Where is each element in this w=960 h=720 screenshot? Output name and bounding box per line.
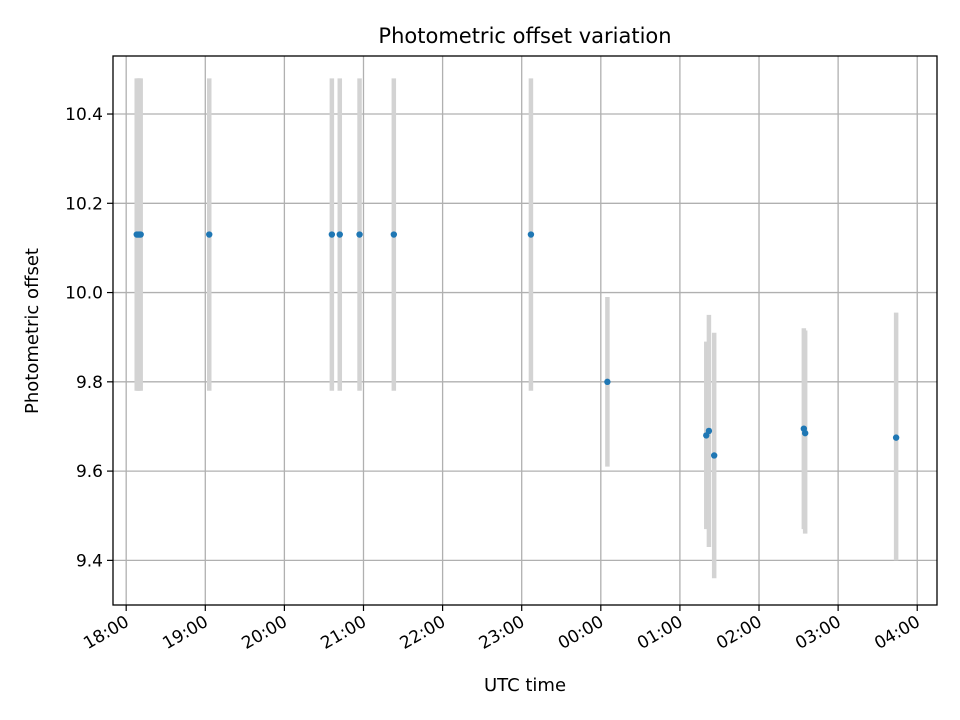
chart-title: Photometric offset variation (378, 24, 671, 48)
data-point (892, 434, 900, 441)
data-point (710, 452, 718, 459)
y-tick-label: 10.2 (65, 194, 103, 214)
data-point (527, 231, 535, 238)
grid (113, 56, 937, 605)
data-point (336, 231, 343, 238)
data-point (390, 231, 398, 238)
data-point (705, 427, 713, 435)
y-tick-label: 9.4 (76, 551, 103, 571)
y-axis-ticks: 9.4 9.6 9.8 10.0 10.2 10.4 (65, 105, 113, 571)
y-tick-label: 10.4 (65, 105, 103, 125)
data-point (356, 231, 363, 238)
x-axis-label: UTC time (484, 675, 566, 696)
data-point (801, 429, 809, 437)
data-point (206, 231, 213, 238)
y-tick-label: 9.6 (76, 462, 103, 482)
y-axis-label: Photometric offset (22, 248, 43, 414)
y-tick-label: 10.0 (65, 284, 103, 304)
plot-frame (112, 55, 938, 606)
data-point (328, 231, 336, 238)
data-points (133, 231, 900, 459)
y-tick-label: 9.8 (76, 373, 103, 393)
data-point (604, 378, 611, 386)
data-point (137, 231, 144, 238)
